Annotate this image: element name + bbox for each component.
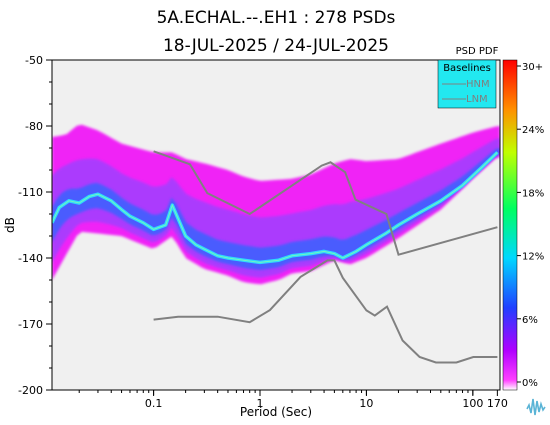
x-tick-label: 10 <box>359 397 373 410</box>
colorbar-tick-label: 24% <box>522 125 544 136</box>
x-tick-label: 1 <box>257 397 264 410</box>
y-tick-label: -80 <box>25 120 43 133</box>
colorbar-ticks: 30+ 24% 18% 12% 6% 0% <box>517 62 544 389</box>
y-tick-label: -170 <box>18 318 43 331</box>
y-tick-label: -110 <box>18 186 43 199</box>
hnm-curve <box>153 150 498 256</box>
pdf-density-inner <box>52 147 500 270</box>
x-tick-label: 170 <box>487 397 508 410</box>
psd-pdf-density <box>52 124 500 285</box>
colorbar-tick-label: 30+ <box>522 62 543 73</box>
waveform-logo-icon <box>525 395 547 419</box>
colorbar-tick-label: 18% <box>522 188 544 199</box>
legend-hnm-label: HNM <box>466 79 490 90</box>
colorbar <box>502 59 518 391</box>
chart-title: 5A.ECHAL.--.EH1 : 278 PSDs <box>157 8 396 28</box>
x-tick-label: 100 <box>462 397 483 410</box>
y-axis-label: dB <box>3 217 17 233</box>
legend-title: Baselines <box>443 63 491 74</box>
pdf-mode-highlight <box>52 152 498 263</box>
colorbar-label: PSD PDF <box>456 46 499 57</box>
colorbar-tick-label: 12% <box>522 252 544 263</box>
x-axis-label: Period (Sec) <box>240 405 312 419</box>
x-tick-label: 0.1 <box>145 397 163 410</box>
colorbar-tick-label: 6% <box>522 315 538 326</box>
legend-baselines: Baselines HNM LNM <box>437 59 497 109</box>
plot-frame <box>51 59 501 391</box>
baseline-curves <box>153 150 498 364</box>
pdf-density-outer <box>52 124 500 285</box>
legend-lnm-label: LNM <box>466 94 488 105</box>
x-axis: 0.1 1 10 100 170 <box>78 390 508 410</box>
colorbar-tick-label: 0% <box>522 378 538 389</box>
y-tick-label: -140 <box>18 252 43 265</box>
chart-subtitle: 18-JUL-2025 / 24-JUL-2025 <box>163 36 389 56</box>
lnm-curve <box>153 259 498 364</box>
y-tick-label: -200 <box>18 384 43 397</box>
y-tick-label: -50 <box>25 54 43 67</box>
y-axis: -50 -80 -110 -140 -170 -200 <box>18 54 52 397</box>
